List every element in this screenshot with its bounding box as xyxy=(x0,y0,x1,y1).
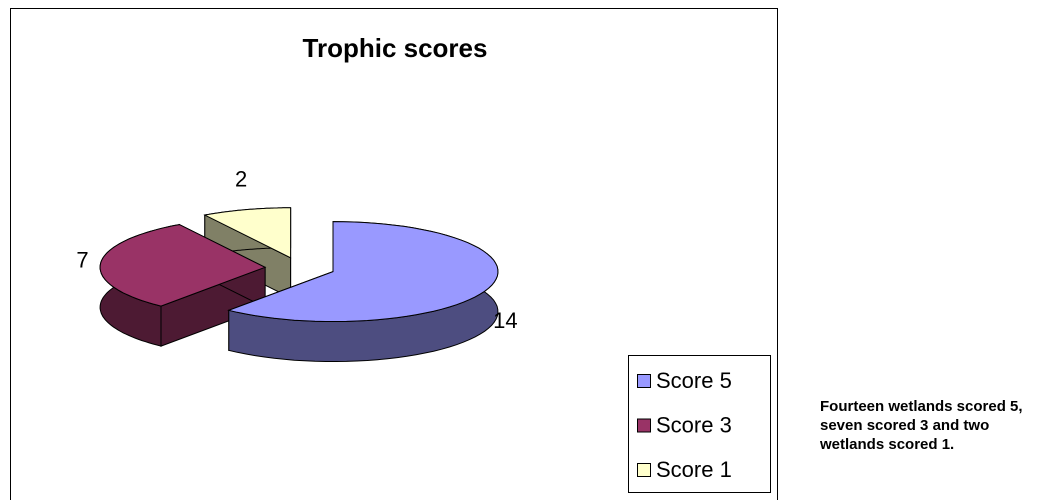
chart-title: Trophic scores xyxy=(303,33,488,63)
data-label: 2 xyxy=(235,167,247,192)
data-label: 7 xyxy=(76,248,88,273)
legend-label: Score 1 xyxy=(656,457,732,482)
slice-top xyxy=(203,207,292,259)
slice-top xyxy=(227,221,499,322)
caption: Fourteen wetlands scored 5, seven scored… xyxy=(820,398,1023,453)
slice-top xyxy=(99,224,267,307)
legend-box xyxy=(628,355,771,493)
pie-slice xyxy=(99,223,267,347)
legend-swatch xyxy=(637,418,651,433)
pie-slice xyxy=(203,207,292,299)
pie-slice xyxy=(227,221,499,362)
legend-swatch xyxy=(637,374,651,388)
legend-swatch xyxy=(637,463,651,477)
data-label: 14 xyxy=(493,308,517,333)
legend-label: Score 3 xyxy=(656,412,732,437)
legend-label: Score 5 xyxy=(656,368,732,393)
